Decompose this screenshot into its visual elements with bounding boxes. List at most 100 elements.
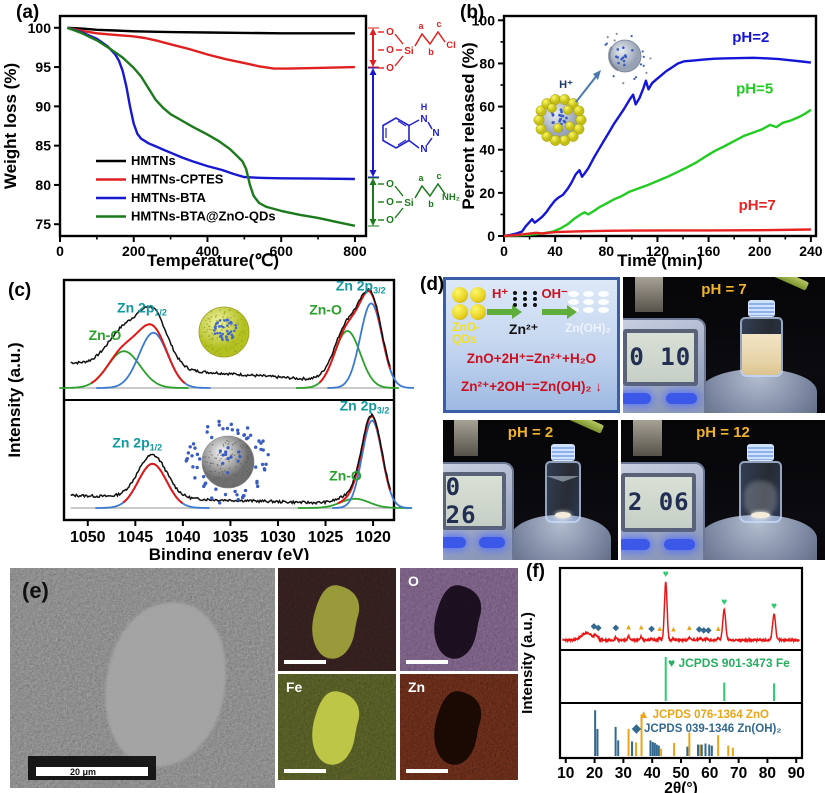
legend-label: HMTNs-BTA@ZnO-QDs bbox=[131, 209, 276, 224]
atom-n: N bbox=[420, 114, 427, 125]
panel-d-label: (d) bbox=[420, 274, 445, 295]
phase-marker: ◆ bbox=[612, 623, 620, 632]
xrd-chart: 10 20 30 40 50 60 70 80 90 2θ(°) Intensity (a.u.) ◆… bbox=[519, 566, 805, 793]
panel-b-label: (b) bbox=[460, 2, 485, 23]
photo-ph7: pH = 7 0 10 bbox=[623, 277, 825, 413]
phase-marker: ▲ bbox=[625, 623, 633, 632]
phase-marker: ▲ bbox=[685, 623, 693, 632]
bond-c: c bbox=[436, 19, 441, 29]
bond-c: c bbox=[436, 171, 441, 181]
fit-component-blue bbox=[96, 331, 211, 389]
peak-label: Zn 2p1/2 bbox=[117, 300, 167, 318]
background-object bbox=[633, 420, 662, 457]
x-tick-label: 400 bbox=[196, 243, 220, 259]
series-HMTNs bbox=[67, 26, 355, 35]
legend-label: HMTNs-BTA bbox=[131, 190, 206, 205]
series-label: pH=7 bbox=[739, 197, 776, 214]
panel-a: (a) 0 200 400 600 800 75 80 85 90 95 100 Temperatur… bbox=[0, 0, 460, 270]
peak-label: Zn-O bbox=[309, 301, 342, 317]
zn-ion-graphic bbox=[513, 287, 541, 307]
y-tick-label: 60 bbox=[479, 99, 495, 115]
digital-timer: 0 10 bbox=[623, 317, 706, 413]
xps-trace bbox=[70, 412, 391, 506]
xps-inset-coated bbox=[198, 306, 250, 358]
atom-o: O bbox=[386, 197, 394, 208]
h-plus-label: H⁺ bbox=[492, 286, 509, 301]
timer-display: 2 06 bbox=[621, 473, 697, 532]
phase-marker: ▲ bbox=[637, 623, 645, 632]
x-tick-label: 0 bbox=[500, 243, 508, 259]
series-HMTNs-CPTES bbox=[67, 26, 355, 70]
series-pH=7 bbox=[503, 228, 811, 238]
x-tick-label: 60 bbox=[701, 765, 718, 782]
xps-inset-released bbox=[184, 419, 270, 505]
vial-ph2 bbox=[544, 443, 582, 523]
atom-o: O bbox=[386, 63, 394, 74]
y-tick-label: 90 bbox=[35, 98, 51, 114]
phase-marker: ▲ bbox=[714, 624, 722, 633]
phase-marker: ◆ bbox=[648, 624, 656, 633]
x-tick-label: 1050 bbox=[70, 529, 106, 546]
qd-sphere bbox=[452, 287, 468, 303]
xps-trace bbox=[70, 287, 391, 382]
y-tick-label: 80 bbox=[35, 177, 51, 193]
ph-label: pH = 2 bbox=[507, 424, 554, 441]
phase-marker: ◆ bbox=[695, 624, 703, 633]
x-axis-title: 2θ(°) bbox=[664, 780, 698, 793]
x-axis-title: Temperature(℃) bbox=[147, 251, 279, 270]
end-group: NH₂ bbox=[442, 192, 460, 203]
series-HMTNs-BTA bbox=[67, 26, 355, 181]
phase-marker: ♥ bbox=[663, 569, 669, 580]
vial-ph12 bbox=[739, 443, 783, 523]
timer-button bbox=[664, 538, 696, 550]
panel-b: (b) 0 40 80 120 160 200 240 0 20 40 60 80 100 Time (m… bbox=[459, 0, 825, 270]
fit-component-green bbox=[296, 330, 399, 389]
series-label: pH=2 bbox=[732, 29, 769, 46]
peak-label: Zn-O bbox=[329, 467, 362, 483]
timer-button bbox=[665, 393, 697, 405]
panel-d: (d) H⁺ bbox=[420, 270, 825, 560]
panel-c: (c) 1050 1045 1040 1035 1030 1025 1020 Binding … bbox=[0, 270, 420, 564]
qd-sphere bbox=[452, 304, 468, 320]
y-tick-label: 80 bbox=[479, 55, 495, 71]
y-tick-label: 75 bbox=[35, 216, 51, 232]
bond-b: b bbox=[428, 199, 434, 209]
phase-marker: ♥ bbox=[771, 601, 777, 612]
digital-timer: 0 26 bbox=[443, 462, 514, 560]
atom-o: O bbox=[386, 45, 394, 56]
reaction-arrow-icon bbox=[541, 305, 577, 319]
x-tick-label: 80 bbox=[599, 243, 615, 259]
timer-button bbox=[623, 393, 652, 405]
y-tick-label: 100 bbox=[28, 20, 52, 36]
timer-display: 0 26 bbox=[443, 471, 507, 531]
bond-a: a bbox=[418, 21, 424, 31]
panel-c-label: (c) bbox=[8, 280, 32, 301]
jcpds-legend-zno: ▲ JCPDS 076-1364 ZnO bbox=[638, 709, 769, 721]
x-tick-label: 200 bbox=[122, 243, 146, 259]
x-tick-label: 240 bbox=[799, 243, 823, 259]
tga-chart: 0 200 400 600 800 75 80 85 90 95 100 Temperature(℃)… bbox=[1, 14, 460, 270]
eds-map-zn: Zn bbox=[400, 674, 518, 780]
background-object bbox=[453, 420, 478, 457]
xps-chart: 1050 1045 1040 1035 1030 1025 1020 Binding ener… bbox=[5, 277, 415, 564]
vial-ph7 bbox=[740, 300, 783, 377]
phase-marker: ◆ bbox=[590, 622, 598, 631]
panel-f: (f) 10 20 30 40 50 60 70 80 90 2θ(°) Intensity (a.… bbox=[519, 555, 825, 793]
sem-scalebar-label: 20 μm bbox=[70, 767, 96, 777]
timer-button bbox=[478, 536, 506, 548]
series-pH=5 bbox=[503, 108, 812, 238]
atom-si: Si bbox=[404, 198, 414, 209]
reaction-scheme: H⁺ OH⁻ bbox=[443, 277, 620, 413]
atom-si: Si bbox=[404, 46, 414, 57]
bond-a: a bbox=[418, 173, 424, 183]
peak-label: Zn-O bbox=[89, 327, 122, 343]
series-HMTNs-BTA@ZnO-QDs bbox=[66, 26, 356, 227]
x-axis-title: Binding energy (eV) bbox=[149, 545, 310, 560]
peak-label: Zn 2p1/2 bbox=[112, 434, 162, 452]
oh-minus-label: OH⁻ bbox=[541, 286, 568, 301]
panel-a-label: (a) bbox=[16, 2, 40, 23]
x-tick-label: 160 bbox=[697, 243, 721, 259]
atom-n: N bbox=[432, 128, 439, 139]
atom-o: O bbox=[386, 179, 394, 190]
x-tick-label: 40 bbox=[644, 765, 661, 782]
